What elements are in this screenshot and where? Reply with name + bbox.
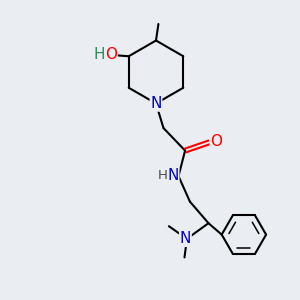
Text: H: H	[158, 169, 168, 182]
Text: N: N	[167, 168, 179, 183]
Text: O: O	[105, 47, 117, 62]
Text: N: N	[150, 96, 162, 111]
Text: O: O	[210, 134, 222, 149]
Text: N: N	[180, 231, 191, 246]
Text: H: H	[93, 47, 105, 62]
